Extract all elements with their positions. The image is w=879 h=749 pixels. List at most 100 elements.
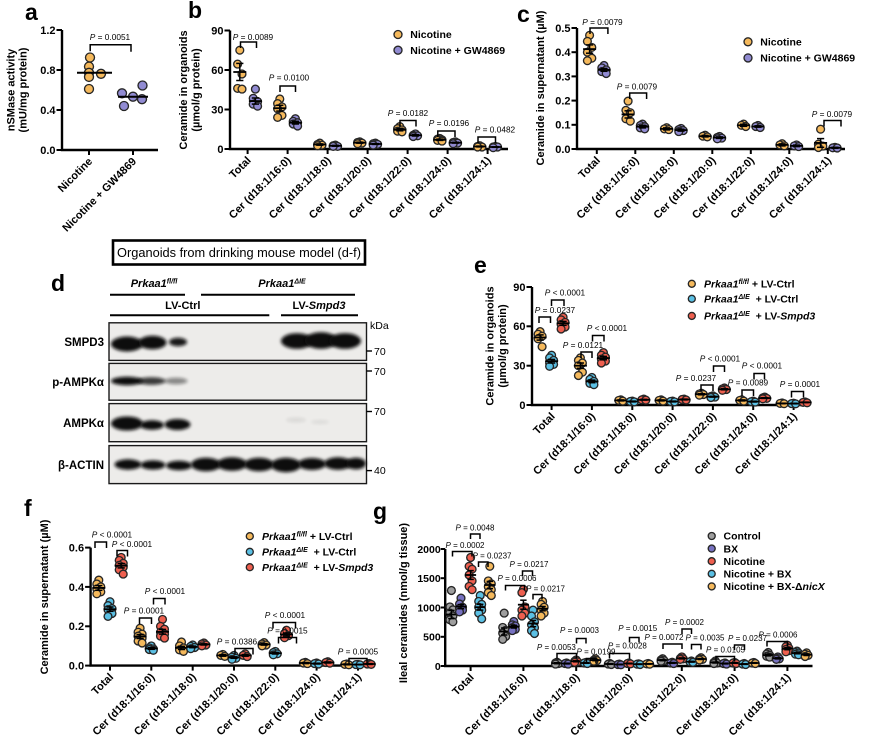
svg-text:g: g <box>373 498 387 524</box>
svg-text:0.4: 0.4 <box>40 105 56 117</box>
svg-text:P = 0.0237: P = 0.0237 <box>728 634 767 643</box>
svg-text:P = 0.0051: P = 0.0051 <box>90 32 131 42</box>
svg-text:60: 60 <box>211 65 223 77</box>
svg-text:0: 0 <box>519 400 525 412</box>
svg-text:30: 30 <box>211 104 223 116</box>
svg-text:BX: BX <box>724 543 739 555</box>
svg-text:Nicotine: Nicotine <box>760 37 802 49</box>
svg-text:c: c <box>517 1 530 27</box>
svg-text:Ceramide in supernatant (µM): Ceramide in supernatant (µM) <box>535 10 547 165</box>
svg-text:e: e <box>474 252 487 278</box>
svg-text:P = 0.0217: P = 0.0217 <box>510 560 549 569</box>
svg-text:Prkaa1ΔIE + LV-Smpd3: Prkaa1ΔIE + LV-Smpd3 <box>704 311 815 323</box>
svg-text:P = 0.0237: P = 0.0237 <box>473 552 512 561</box>
svg-text:P = 0.0002: P = 0.0002 <box>665 618 704 627</box>
svg-text:Ceramide in organoids: Ceramide in organoids <box>485 286 497 405</box>
svg-text:P = 0.0237: P = 0.0237 <box>535 305 576 315</box>
svg-text:0: 0 <box>217 144 223 156</box>
svg-text:P = 0.0105: P = 0.0105 <box>706 646 745 655</box>
svg-text:P = 0.0089: P = 0.0089 <box>728 378 769 388</box>
svg-text:70: 70 <box>374 406 386 418</box>
svg-text:LV-Ctrl: LV-Ctrl <box>165 300 200 312</box>
svg-text:500: 500 <box>423 632 441 644</box>
svg-text:0.4: 0.4 <box>555 47 571 59</box>
svg-text:P = 0.0015: P = 0.0015 <box>618 624 657 633</box>
svg-text:Nicotine: Nicotine <box>724 556 766 568</box>
svg-text:Organoids from drinking mouse: Organoids from drinking mouse model (d-f… <box>117 245 361 260</box>
svg-text:90: 90 <box>513 282 525 294</box>
svg-text:P < 0.0001: P < 0.0001 <box>92 530 133 540</box>
svg-text:Prkaa1fl/fl: Prkaa1fl/fl <box>131 278 179 290</box>
svg-text:1500: 1500 <box>417 573 441 585</box>
svg-text:P = 0.0079: P = 0.0079 <box>582 17 623 27</box>
svg-text:P = 0.0386: P = 0.0386 <box>217 637 258 647</box>
svg-text:P = 0.0003: P = 0.0003 <box>560 626 599 635</box>
svg-text:P = 0.0072: P = 0.0072 <box>645 633 684 642</box>
svg-text:P = 0.0079: P = 0.0079 <box>812 109 853 119</box>
svg-text:P < 0.0001: P < 0.0001 <box>112 539 153 549</box>
svg-text:0.2: 0.2 <box>69 621 84 633</box>
svg-text:kDa: kDa <box>370 320 389 332</box>
svg-text:b: b <box>188 0 202 23</box>
svg-text:P < 0.0001: P < 0.0001 <box>265 610 306 620</box>
svg-text:Prkaa1ΔIE: Prkaa1ΔIE <box>258 278 306 290</box>
svg-text:Prkaa1ΔIE + LV-Smpd3: Prkaa1ΔIE + LV-Smpd3 <box>262 562 373 574</box>
svg-text:(mU/mg protein): (mU/mg protein) <box>18 47 30 132</box>
svg-text:Control: Control <box>724 531 761 543</box>
svg-text:90: 90 <box>211 25 223 37</box>
svg-text:70: 70 <box>374 346 386 358</box>
svg-text:P = 0.0053: P = 0.0053 <box>537 643 576 652</box>
svg-text:2000: 2000 <box>417 544 441 556</box>
svg-text:d: d <box>51 270 65 296</box>
svg-text:P = 0.0002: P = 0.0002 <box>446 541 485 550</box>
svg-text:LV-Smpd3: LV-Smpd3 <box>293 300 346 312</box>
svg-text:Nicotine: Nicotine <box>410 29 452 41</box>
svg-text:P = 0.0217: P = 0.0217 <box>526 585 565 594</box>
svg-text:nSMase activity: nSMase activity <box>6 48 18 131</box>
svg-text:P = 0.0089: P = 0.0089 <box>233 32 274 42</box>
svg-text:1.2: 1.2 <box>40 25 55 37</box>
svg-text:P = 0.0079: P = 0.0079 <box>617 82 658 92</box>
svg-text:Ceramide in organoids: Ceramide in organoids <box>178 30 190 149</box>
svg-text:SMPD3: SMPD3 <box>64 337 104 349</box>
svg-text:P = 0.0005: P = 0.0005 <box>338 647 379 657</box>
svg-text:P = 0.0001: P = 0.0001 <box>124 606 165 616</box>
svg-text:0.8: 0.8 <box>40 65 55 77</box>
svg-text:0.0: 0.0 <box>69 661 84 673</box>
svg-text:AMPKα: AMPKα <box>63 418 104 430</box>
svg-text:0.4: 0.4 <box>69 582 85 594</box>
svg-text:P = 0.0001: P = 0.0001 <box>780 379 821 389</box>
svg-text:P = 0.0482: P = 0.0482 <box>475 125 516 135</box>
svg-text:Prkaa1fl/fl + LV-Ctrl: Prkaa1fl/fl + LV-Ctrl <box>262 531 353 543</box>
svg-text:Prkaa1fl/fl + LV-Ctrl: Prkaa1fl/fl + LV-Ctrl <box>704 279 795 291</box>
svg-text:Ileal ceramides (nmol/g tissue: Ileal ceramides (nmol/g tissue) <box>398 523 410 684</box>
svg-text:0.3: 0.3 <box>555 71 570 83</box>
svg-text:0.5: 0.5 <box>555 23 570 35</box>
svg-text:(µmol/g protein): (µmol/g protein) <box>191 48 203 132</box>
svg-text:0.2: 0.2 <box>555 96 570 108</box>
svg-text:P = 0.0006: P = 0.0006 <box>498 574 537 583</box>
svg-text:70: 70 <box>374 366 386 378</box>
svg-text:Prkaa1ΔIE + LV-Ctrl: Prkaa1ΔIE + LV-Ctrl <box>262 547 356 559</box>
svg-text:P = 0.0182: P = 0.0182 <box>388 108 429 118</box>
svg-text:P = 0.0028: P = 0.0028 <box>608 642 647 651</box>
svg-text:Nicotine + BX: Nicotine + BX <box>724 569 792 581</box>
svg-text:P = 0.0048: P = 0.0048 <box>456 524 495 533</box>
svg-text:P = 0.0006: P = 0.0006 <box>759 631 798 640</box>
svg-text:β-ACTIN: β-ACTIN <box>58 460 104 472</box>
svg-text:P = 0.0199: P = 0.0199 <box>577 648 616 657</box>
svg-text:P = 0.0100: P = 0.0100 <box>269 73 310 83</box>
svg-text:Prkaa1ΔIE + LV-Ctrl: Prkaa1ΔIE + LV-Ctrl <box>704 294 798 306</box>
svg-text:(µmol/g protein): (µmol/g protein) <box>497 304 509 388</box>
svg-text:a: a <box>25 0 38 25</box>
svg-text:0.1: 0.1 <box>555 120 570 132</box>
svg-text:p-AMPKα: p-AMPKα <box>52 377 104 389</box>
svg-text:P = 0.0015: P = 0.0015 <box>267 626 308 636</box>
svg-text:f: f <box>24 495 32 521</box>
svg-text:Ceramide in supernatant (µM): Ceramide in supernatant (µM) <box>39 519 51 674</box>
svg-text:P = 0.0237: P = 0.0237 <box>676 373 717 383</box>
svg-text:Nicotine + GW4869: Nicotine + GW4869 <box>760 53 855 65</box>
svg-text:30: 30 <box>513 361 525 373</box>
svg-text:P < 0.0001: P < 0.0001 <box>742 361 783 371</box>
svg-text:P = 0.0196: P = 0.0196 <box>429 118 470 128</box>
